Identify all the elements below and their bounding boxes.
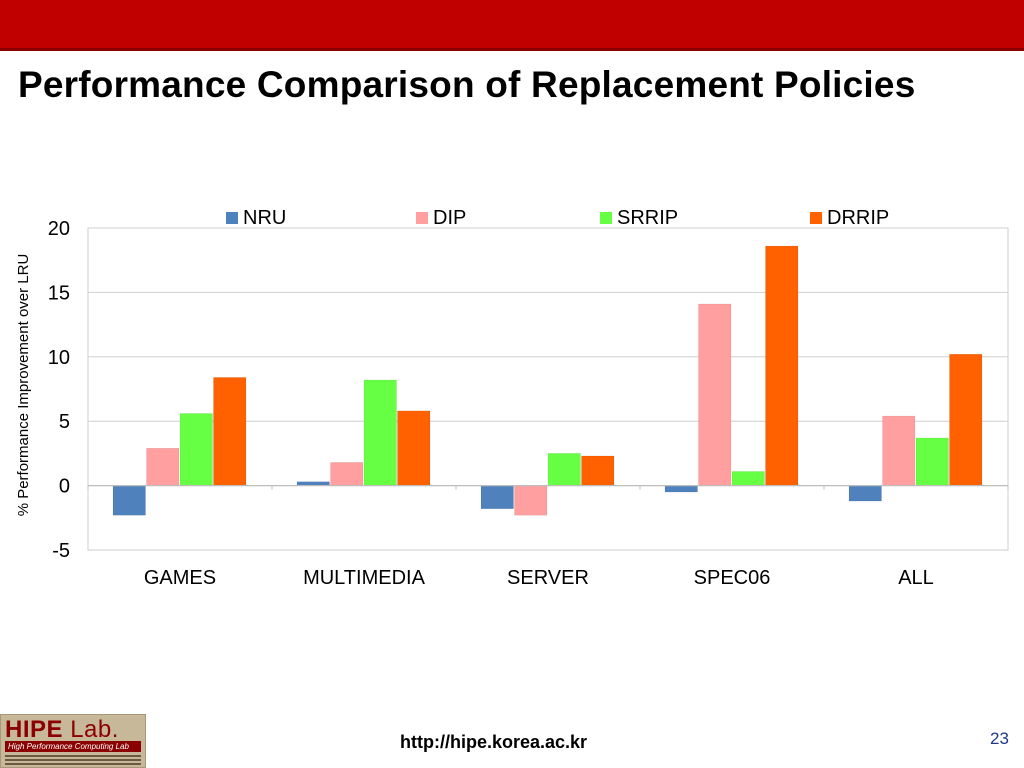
bar-chart: -5 0 5 10 15 20 % Performance Improvement over… (15, 207, 1009, 589)
y-tick-label: 0 (59, 476, 70, 498)
y-tick-label: -5 (52, 540, 70, 562)
legend-swatch-nru (226, 212, 238, 224)
footer-url[interactable]: http://hipe.korea.ac.kr (400, 732, 588, 752)
logo-fine-print (5, 755, 141, 757)
slide-title: Performance Comparison of Replacement Po… (18, 64, 916, 105)
legend-swatch-drrip (810, 212, 822, 224)
bar-dip-spec06 (698, 303, 732, 486)
bar-srrip-multimedia (363, 379, 397, 486)
bar-drrip-server (581, 455, 615, 486)
x-category-label: GAMES (144, 567, 216, 589)
legend-label-nru: NRU (243, 207, 286, 229)
legend-label-srrip: SRRIP (617, 207, 678, 229)
bar-srrip-spec06 (731, 471, 765, 486)
legend-label-dip: DIP (433, 207, 466, 229)
bar-dip-server (514, 485, 548, 516)
y-tick-label: 5 (59, 411, 70, 433)
title-banner (0, 0, 1024, 51)
logo-wordmark: HIPE Lab. (5, 716, 119, 743)
x-category-label: SPEC06 (694, 567, 771, 589)
bar-srrip-games (179, 413, 213, 486)
legend-label-drrip: DRRIP (827, 207, 889, 229)
bar-drrip-all (949, 353, 983, 486)
x-category-label: MULTIMEDIA (303, 567, 426, 589)
bar-srrip-all (915, 437, 949, 486)
bar-dip-all (882, 415, 916, 486)
bar-dip-games (146, 447, 180, 486)
x-category-label: SERVER (507, 567, 589, 589)
bar-nru-spec06 (664, 485, 698, 493)
bar-nru-all (848, 485, 882, 502)
y-tick-label: 10 (48, 347, 70, 369)
x-category-label: ALL (898, 567, 934, 589)
bar-nru-games (112, 485, 146, 516)
bar-drrip-spec06 (765, 245, 799, 486)
y-tick-label: 15 (48, 282, 70, 304)
bar-drrip-multimedia (397, 410, 431, 486)
y-tick-label: 20 (48, 218, 70, 240)
bar-drrip-games (213, 377, 247, 486)
logo-subtitle: High Performance Computing Lab (5, 741, 141, 752)
bar-nru-server (480, 485, 514, 510)
page-number: 23 (990, 729, 1009, 748)
y-axis-label: % Performance Improvement over LRU (15, 254, 32, 517)
legend-swatch-dip (416, 212, 428, 224)
hipe-lab-logo: HIPE Lab. High Performance Computing Lab (0, 714, 146, 768)
bar-srrip-server (547, 453, 581, 486)
legend-swatch-srrip (600, 212, 612, 224)
bar-dip-multimedia (330, 462, 364, 486)
